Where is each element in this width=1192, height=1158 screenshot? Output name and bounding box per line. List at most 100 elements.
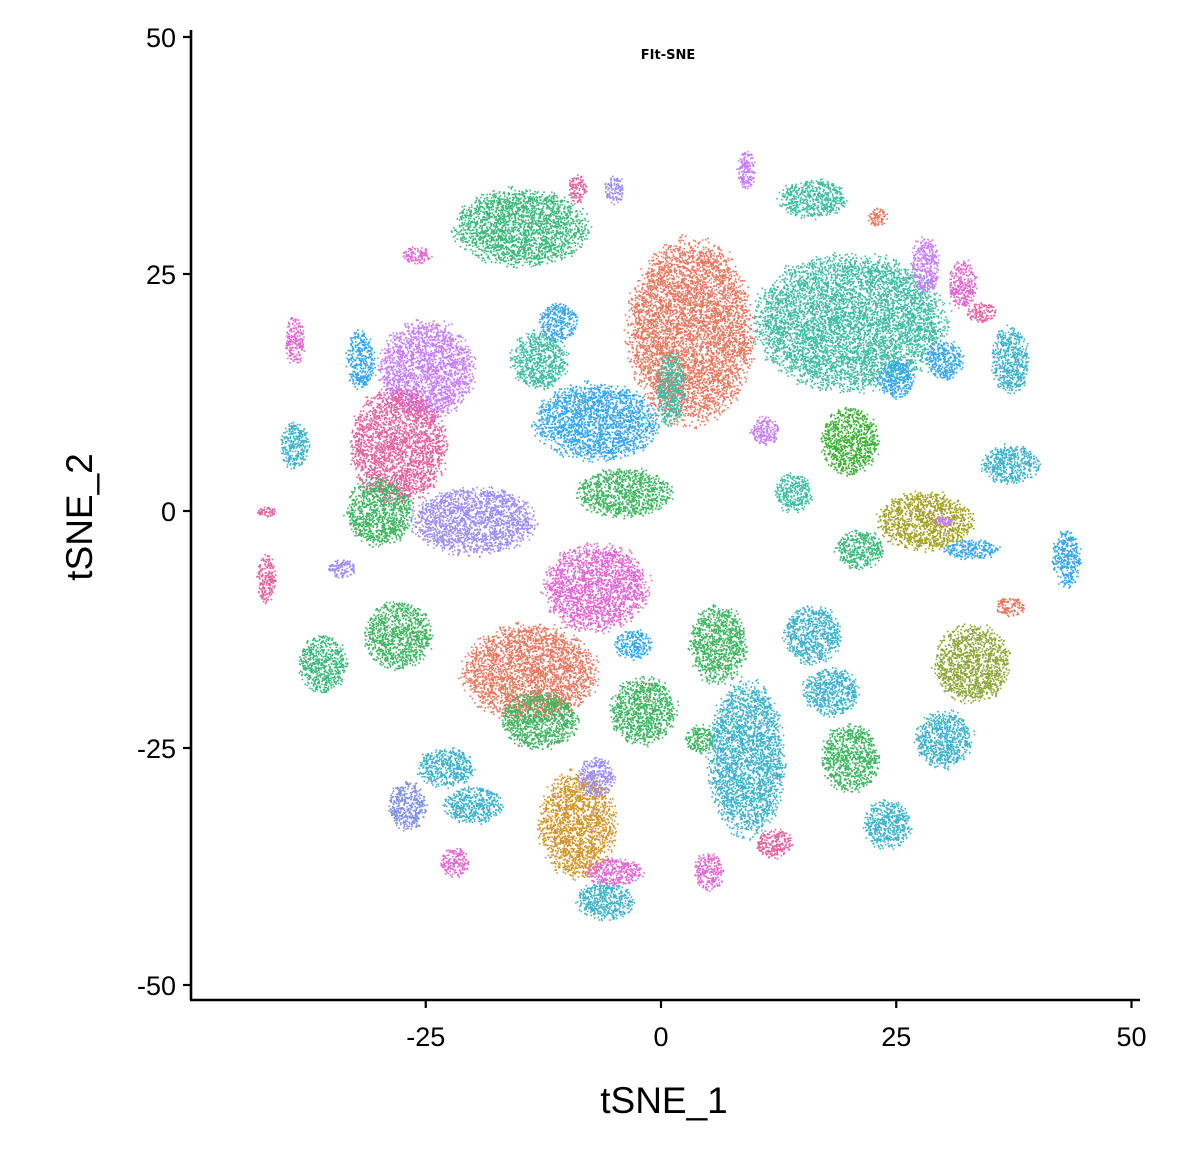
point: [708, 279, 711, 281]
point: [744, 292, 746, 294]
point: [684, 321, 686, 324]
point: [647, 333, 649, 335]
point: [641, 346, 643, 348]
point: [688, 257, 690, 260]
point: [702, 345, 704, 348]
point: [727, 353, 730, 355]
point: [659, 307, 662, 309]
point: [725, 327, 728, 329]
point: [716, 276, 719, 279]
point: [692, 338, 694, 340]
point: [646, 318, 648, 321]
point: [743, 312, 745, 314]
point: [683, 351, 686, 354]
point: [686, 385, 688, 387]
point: [665, 249, 668, 251]
point: [643, 369, 645, 372]
point: [703, 258, 706, 260]
point: [702, 336, 705, 339]
point: [717, 384, 719, 387]
point: [707, 408, 710, 410]
point: [666, 305, 668, 308]
point: [716, 267, 718, 269]
point: [689, 282, 692, 284]
point: [734, 372, 736, 374]
point: [643, 395, 646, 397]
point: [661, 266, 664, 268]
point: [637, 327, 639, 330]
point: [648, 327, 650, 329]
point: [721, 333, 723, 336]
point: [695, 361, 697, 363]
point: [692, 344, 695, 346]
point: [690, 325, 693, 328]
point: [703, 367, 705, 369]
point: [699, 296, 702, 298]
point: [685, 425, 687, 427]
point: [735, 270, 737, 273]
point: [679, 241, 682, 244]
point: [717, 357, 720, 360]
point: [666, 281, 669, 283]
point: [731, 397, 734, 399]
point: [700, 348, 702, 351]
point: [709, 366, 712, 369]
point: [660, 303, 662, 306]
point: [680, 271, 683, 273]
point: [693, 280, 695, 283]
point: [699, 312, 702, 314]
point: [690, 297, 693, 299]
point: [709, 413, 712, 415]
point: [642, 329, 644, 331]
point: [717, 283, 719, 285]
point: [652, 383, 655, 386]
point: [732, 380, 735, 383]
point: [641, 288, 643, 291]
point: [671, 333, 673, 336]
point: [700, 378, 702, 381]
point: [695, 427, 697, 430]
point: [650, 375, 652, 378]
point: [662, 351, 665, 354]
point: [672, 289, 675, 292]
point: [663, 281, 666, 284]
point: [734, 313, 736, 316]
point: [649, 333, 651, 336]
point: [688, 304, 690, 307]
point: [660, 383, 662, 386]
point: [738, 348, 741, 351]
point: [721, 411, 723, 414]
point: [681, 234, 684, 236]
point: [644, 318, 647, 321]
point: [654, 320, 657, 322]
point: [661, 357, 664, 360]
point: [657, 279, 659, 282]
point: [682, 259, 684, 262]
point: [652, 338, 655, 340]
point: [732, 355, 734, 358]
point: [709, 380, 711, 382]
point: [637, 330, 640, 332]
point: [724, 325, 727, 327]
point: [736, 274, 738, 276]
point: [709, 292, 712, 294]
point: [714, 308, 716, 311]
point: [701, 377, 703, 379]
point: [745, 305, 747, 308]
point: [667, 285, 670, 288]
point: [688, 352, 690, 355]
point: [709, 302, 712, 304]
point: [661, 330, 663, 332]
point: [691, 421, 693, 423]
point: [718, 363, 721, 365]
point: [676, 283, 679, 286]
point: [671, 281, 674, 283]
point: [705, 251, 708, 253]
point: [663, 253, 665, 256]
point: [662, 246, 665, 249]
point: [653, 297, 655, 299]
point: [686, 402, 689, 404]
point: [628, 300, 630, 302]
point: [689, 424, 691, 427]
point: [701, 414, 704, 417]
